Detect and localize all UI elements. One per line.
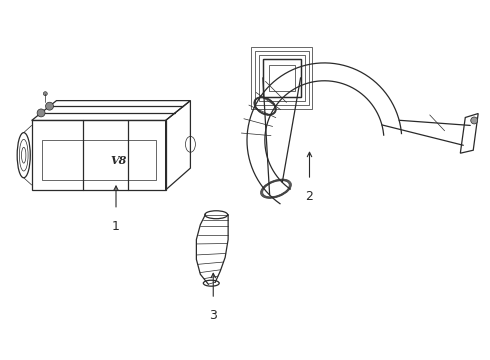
Text: 1: 1 bbox=[112, 220, 120, 233]
Circle shape bbox=[37, 109, 45, 117]
Text: 2: 2 bbox=[306, 190, 314, 203]
Circle shape bbox=[43, 92, 48, 96]
Text: V8: V8 bbox=[110, 155, 127, 166]
Circle shape bbox=[46, 102, 53, 110]
Circle shape bbox=[471, 117, 478, 124]
Text: 3: 3 bbox=[209, 309, 217, 322]
